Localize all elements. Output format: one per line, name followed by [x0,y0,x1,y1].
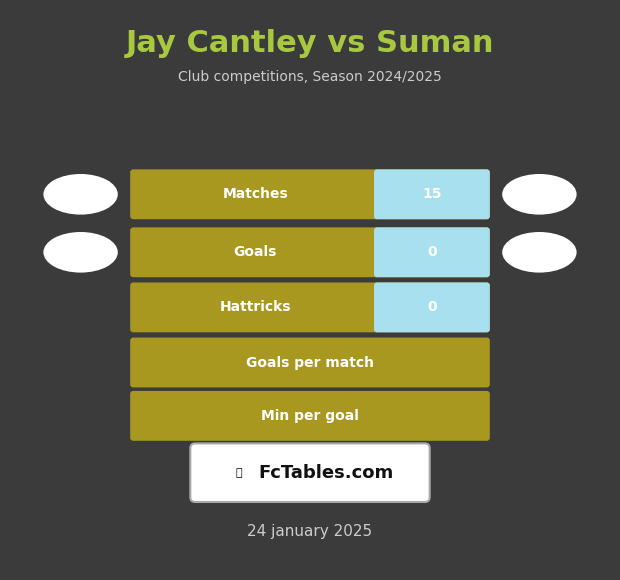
FancyBboxPatch shape [374,282,490,332]
FancyBboxPatch shape [377,172,404,216]
FancyBboxPatch shape [374,169,490,219]
FancyBboxPatch shape [377,230,404,274]
Text: FcTables.com: FcTables.com [258,463,393,482]
Text: 0: 0 [427,245,436,259]
Ellipse shape [43,232,118,273]
Text: Goals per match: Goals per match [246,356,374,369]
Text: 0: 0 [427,300,436,314]
Ellipse shape [43,174,118,215]
FancyBboxPatch shape [130,338,490,387]
FancyBboxPatch shape [130,391,490,441]
FancyBboxPatch shape [374,227,490,277]
Text: Matches: Matches [223,187,288,201]
FancyBboxPatch shape [130,169,490,219]
FancyBboxPatch shape [190,443,430,502]
Ellipse shape [502,232,577,273]
Text: Jay Cantley vs Suman: Jay Cantley vs Suman [126,29,494,58]
FancyBboxPatch shape [377,285,404,329]
FancyBboxPatch shape [130,282,490,332]
Text: Club competitions, Season 2024/2025: Club competitions, Season 2024/2025 [178,70,442,84]
Ellipse shape [502,174,577,215]
Text: 📊: 📊 [236,467,242,478]
Text: Hattricks: Hattricks [219,300,291,314]
FancyBboxPatch shape [130,227,490,277]
Text: Min per goal: Min per goal [261,409,359,423]
Text: Goals: Goals [234,245,277,259]
Text: 24 january 2025: 24 january 2025 [247,524,373,539]
Text: 15: 15 [422,187,441,201]
